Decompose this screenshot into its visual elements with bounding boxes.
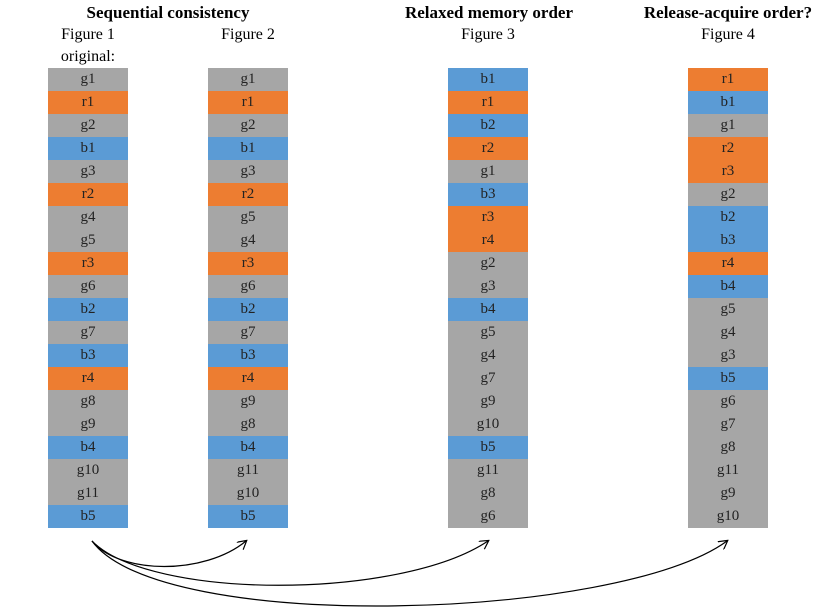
figure-2-cell-r4: r4: [208, 367, 288, 390]
figure-4-cell-g5: g5: [688, 298, 768, 321]
figure-3-cell-b5: b5: [448, 436, 528, 459]
figure-1-cell-g9: g9: [48, 413, 128, 436]
figure-1-column: g1 r1 g2 b1 g3 r2 g4 g5 r3 g6 b2 g7 b3 r4 g8 g9 b4 g10 g11…: [48, 68, 128, 528]
figure-4-cell-b1: b1: [688, 91, 768, 114]
figure-4-cell-r4: r4: [688, 252, 768, 275]
figure-3-cell-g8: g8: [448, 482, 528, 505]
figure-2-cell-g5: g5: [208, 206, 288, 229]
figure-4-cell-r1: r1: [688, 68, 768, 91]
figure-3-cell-g2: g2: [448, 252, 528, 275]
figure-3-column: b1 r1 b2 r2 g1 b3 r3 r4 g2 g3 b4 g5 g4 g7 g9 g10 b5 g11 g8…: [448, 68, 528, 528]
figure-2-column: g1 r1 g2 b1 g3 r2 g5 g4 r3 g6 b2 g7 b3 r4 g9 g8 b4 g11 g10…: [208, 68, 288, 528]
figure-4-cell-b5: b5: [688, 367, 768, 390]
figure-3-cell-r3: r3: [448, 206, 528, 229]
figure-3-cell-b1: b1: [448, 68, 528, 91]
figure-4-column: r1 b1 g1 r2 r3 g2 b2 b3 r4 b4 g5 g4 g3 b5 g6 g7 g8 g11 g9 g…: [688, 68, 768, 528]
figure-3-cell-g6: g6: [448, 505, 528, 528]
figure-4-cell-g2: g2: [688, 183, 768, 206]
figure-2-cell-g8: g8: [208, 413, 288, 436]
figure-2-label: Figure 2: [221, 26, 275, 43]
figure-2-cell-b2: b2: [208, 298, 288, 321]
figure-1-cell-b2: b2: [48, 298, 128, 321]
figure-4-cell-g10: g10: [688, 505, 768, 528]
figure-1-label: Figure 1: [61, 26, 115, 43]
figure-3-label: Figure 3: [461, 26, 515, 43]
heading-sequential-consistency: Sequential consistency: [86, 3, 250, 22]
figure-2-cell-r3: r3: [208, 252, 288, 275]
figure-4-cell-b3: b3: [688, 229, 768, 252]
figure-2-cell-b4: b4: [208, 436, 288, 459]
figure-1-cell-r3: r3: [48, 252, 128, 275]
figure-1-cell-b5: b5: [48, 505, 128, 528]
figure-1-cell-g3: g3: [48, 160, 128, 183]
figure-2-cell-g11: g11: [208, 459, 288, 482]
figure-3-cell-g5: g5: [448, 321, 528, 344]
figure-3-cell-g11: g11: [448, 459, 528, 482]
figure-4-cell-r3: r3: [688, 160, 768, 183]
figure-1-cell-b4: b4: [48, 436, 128, 459]
heading-release-acquire-order: Release-acquire order?: [643, 3, 813, 22]
arrow-figure1-to-figure2: [91, 541, 246, 568]
figure-3-cell-b4: b4: [448, 298, 528, 321]
figure-4-cell-g7: g7: [688, 413, 768, 436]
figure-3-cell-r4: r4: [448, 229, 528, 252]
figure-2-cell-g4: g4: [208, 229, 288, 252]
figure-4-cell-g9: g9: [688, 482, 768, 505]
figure-2-cell-r2: r2: [208, 183, 288, 206]
arrow-figure1-to-figure4: [91, 541, 727, 607]
figure-2-cell-g6: g6: [208, 275, 288, 298]
figure-4-label: Figure 4: [701, 26, 755, 43]
figure-2-cell-b5: b5: [208, 505, 288, 528]
figure-3-cell-b2: b2: [448, 114, 528, 137]
figure-3-cell-g10: g10: [448, 413, 528, 436]
figure-1-cell-r1: r1: [48, 91, 128, 114]
figure-1-cell-g7: g7: [48, 321, 128, 344]
figure-1-cell-g4: g4: [48, 206, 128, 229]
figure-2-cell-g10: g10: [208, 482, 288, 505]
figure-1-cell-g5: g5: [48, 229, 128, 252]
figure-3-cell-r1: r1: [448, 91, 528, 114]
figure-1-cell-r4: r4: [48, 367, 128, 390]
arrow-figure1-to-figure3: [91, 541, 488, 586]
figure-3-cell-g4: g4: [448, 344, 528, 367]
figure-2-cell-g9: g9: [208, 390, 288, 413]
figure-3-cell-g1: g1: [448, 160, 528, 183]
figure-3-cell-g7: g7: [448, 367, 528, 390]
figure-1-cell-g1: g1: [48, 68, 128, 91]
figure-2-cell-r1: r1: [208, 91, 288, 114]
figure-4-cell-g4: g4: [688, 321, 768, 344]
figure-3-cell-g3: g3: [448, 275, 528, 298]
figure-3-cell-r2: r2: [448, 137, 528, 160]
figure-2-cell-g7: g7: [208, 321, 288, 344]
figure-4-cell-g1: g1: [688, 114, 768, 137]
figure-3-cell-b3: b3: [448, 183, 528, 206]
figure-2-cell-g2: g2: [208, 114, 288, 137]
figure-2-cell-b3: b3: [208, 344, 288, 367]
heading-relaxed-memory-order: Relaxed memory order: [404, 3, 574, 22]
figure-4-cell-b4: b4: [688, 275, 768, 298]
figure-1-cell-g6: g6: [48, 275, 128, 298]
figure-3-cell-g9: g9: [448, 390, 528, 413]
figure-4-cell-g3: g3: [688, 344, 768, 367]
figure-2-cell-g1: g1: [208, 68, 288, 91]
figure-1-cell-b1: b1: [48, 137, 128, 160]
figure-2-cell-b1: b1: [208, 137, 288, 160]
figure-4-cell-g8: g8: [688, 436, 768, 459]
figure-1-cell-b3: b3: [48, 344, 128, 367]
figure-4-cell-b2: b2: [688, 206, 768, 229]
figure-1-sublabel: original:: [60, 48, 116, 65]
figure-1-cell-g11: g11: [48, 482, 128, 505]
figure-4-cell-r2: r2: [688, 137, 768, 160]
figure-1-cell-g2: g2: [48, 114, 128, 137]
figure-1-cell-r2: r2: [48, 183, 128, 206]
figure-1-cell-g10: g10: [48, 459, 128, 482]
figure-1-cell-g8: g8: [48, 390, 128, 413]
figure-4-cell-g6: g6: [688, 390, 768, 413]
figure-2-cell-g3: g3: [208, 160, 288, 183]
figure-4-cell-g11: g11: [688, 459, 768, 482]
